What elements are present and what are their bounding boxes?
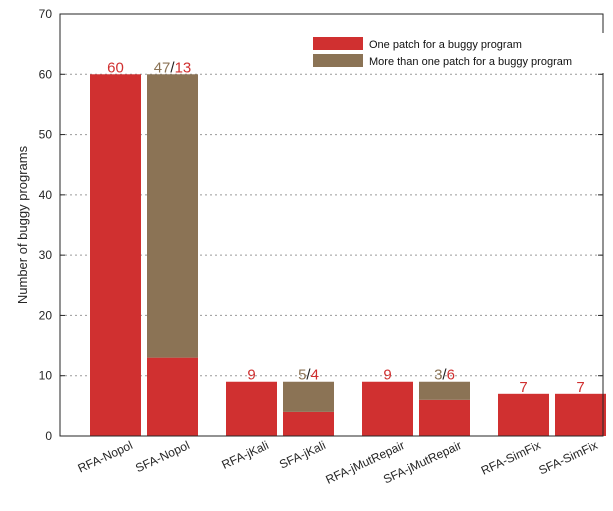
bar-value-label: 9 [383, 367, 391, 384]
x-tick-label: RFA-Nopol [76, 438, 135, 475]
bar-value-part: 3 [434, 367, 442, 384]
bar-value-label: 60 [107, 59, 124, 76]
bar-value-part: 5 [298, 367, 306, 384]
y-axis-title: Number of buggy programs [15, 145, 30, 304]
bar-segment [90, 74, 141, 437]
bar-segment [498, 393, 549, 436]
bar-segment [283, 411, 334, 436]
bar-value-part: 7 [519, 379, 527, 396]
y-tick-label: 30 [39, 248, 53, 262]
bar-value-part: / [306, 367, 311, 384]
bar-value-part: 47 [154, 59, 171, 76]
x-tick-label: SFA-jKali [277, 438, 328, 472]
bar-segment [419, 381, 470, 400]
bar-segment [147, 74, 198, 358]
bar-segment [283, 381, 334, 412]
y-tick-label: 20 [39, 308, 53, 322]
y-tick-label: 40 [39, 188, 53, 202]
legend-label: One patch for a buggy program [369, 39, 522, 51]
bar-value-label: 7 [576, 379, 584, 396]
bar-value-part: / [442, 367, 447, 384]
y-tick-label: 70 [39, 7, 53, 21]
y-tick-label: 60 [39, 67, 53, 81]
bar-segment [362, 381, 413, 436]
bar-value-label: 7 [519, 379, 527, 396]
bar-value-part: 9 [247, 367, 255, 384]
legend-swatch [313, 54, 363, 67]
y-tick-label: 10 [39, 369, 53, 383]
legend-label: More than one patch for a buggy program [369, 56, 572, 68]
x-tick-label: SFA-SimFix [536, 438, 599, 477]
bar-segment [147, 357, 198, 436]
bar-segment [555, 393, 606, 436]
x-tick-label: RFA-jKali [220, 438, 271, 472]
bar-value-part: 4 [311, 367, 319, 384]
bar-value-part: 9 [383, 367, 391, 384]
bar-value-part: 60 [107, 59, 124, 76]
bar-value-label: 47/13 [154, 59, 192, 76]
bar-value-label: 9 [247, 367, 255, 384]
bar-segment [226, 381, 277, 436]
bar-value-label: 3/6 [434, 367, 455, 384]
bar-value-part: 13 [175, 59, 192, 76]
bar-value-part: 6 [447, 367, 455, 384]
x-tick-label: RFA-SimFix [479, 438, 543, 478]
y-tick-label: 50 [39, 128, 53, 142]
plot-frame [59, 13, 604, 437]
bar-value-part: / [170, 59, 175, 76]
bar-value-label: 5/4 [298, 367, 319, 384]
bar-value-part: 7 [576, 379, 584, 396]
x-tick-label: SFA-Nopol [133, 438, 192, 475]
y-tick-label: 0 [45, 429, 52, 443]
bar-segment [419, 399, 470, 436]
legend-swatch [313, 37, 363, 50]
